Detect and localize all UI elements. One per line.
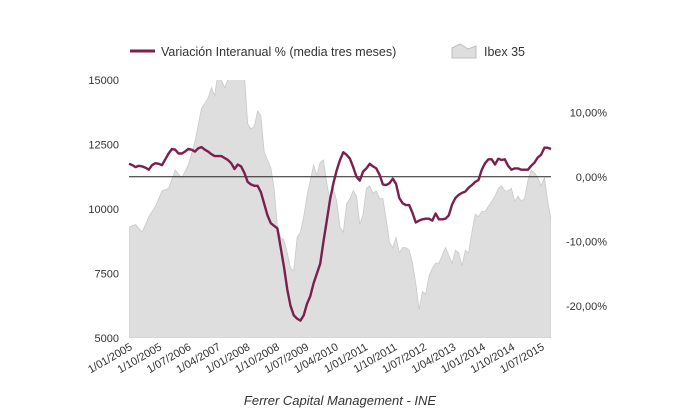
ibex-area-layer	[129, 80, 551, 338]
left-tick-label: 7500	[95, 269, 119, 281]
left-tick-label: 15000	[88, 75, 119, 87]
left-tick-label: 12500	[88, 140, 119, 152]
variation-line	[128, 145, 552, 322]
right-axis-ticks: 10,00% 0,00% -10,00% -20,00%	[566, 107, 607, 313]
right-tick-label: 10,00%	[570, 107, 608, 119]
legend-item-ibex[interactable]: Ibex 35	[451, 43, 525, 59]
source-caption: Ferrer Capital Management - INE	[244, 393, 437, 408]
legend-area-swatch	[451, 43, 477, 59]
legend-item-variation[interactable]: Variación Interanual % (media tres meses…	[130, 45, 396, 59]
right-tick-label: 0,00%	[576, 172, 607, 184]
left-tick-label: 5000	[95, 333, 119, 345]
legend[interactable]: Variación Interanual % (media tres meses…	[130, 43, 525, 59]
variation-line-layer	[128, 145, 552, 322]
left-axis-ticks: 15000 12500 10000 7500 5000	[88, 75, 119, 345]
legend-label-variation: Variación Interanual % (media tres meses…	[161, 45, 396, 59]
x-axis-ticks: 1/01/20051/10/20051/07/20061/04/20071/01…	[86, 341, 546, 376]
ibex-area	[129, 80, 551, 338]
left-tick-label: 10000	[88, 204, 119, 216]
legend-label-ibex: Ibex 35	[484, 45, 525, 59]
right-tick-label: -20,00%	[566, 301, 607, 313]
right-tick-label: -10,00%	[566, 236, 607, 248]
